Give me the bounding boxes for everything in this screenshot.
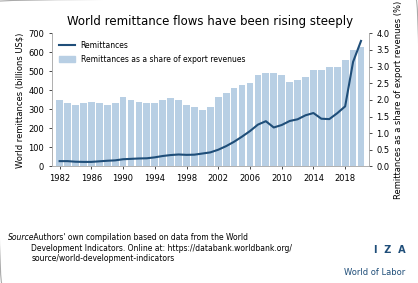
Bar [326, 67, 333, 166]
Bar [88, 102, 95, 166]
Bar [302, 77, 309, 166]
Bar [294, 80, 301, 166]
Text: Source:: Source: [8, 233, 38, 243]
Bar [135, 102, 142, 166]
Text: Authors' own compilation based on data from the World
Development Indicators. On: Authors' own compilation based on data f… [31, 233, 292, 263]
Bar [231, 88, 237, 166]
Bar [247, 83, 253, 166]
Bar [64, 103, 71, 166]
Bar [310, 70, 317, 166]
Bar [56, 100, 63, 166]
Bar [318, 70, 325, 166]
Y-axis label: World remittances (billions US$): World remittances (billions US$) [15, 32, 24, 168]
Bar [127, 100, 134, 166]
Bar [104, 105, 111, 166]
Bar [112, 103, 119, 166]
Bar [358, 47, 364, 166]
Bar [159, 100, 166, 166]
Bar [350, 50, 357, 166]
Bar [96, 103, 103, 166]
Bar [175, 100, 182, 166]
Bar [215, 97, 222, 166]
Bar [207, 107, 214, 166]
Y-axis label: Remittances as a share of export revenues (%): Remittances as a share of export revenue… [394, 1, 403, 199]
Bar [255, 75, 261, 166]
Bar [278, 75, 285, 166]
Bar [270, 73, 277, 166]
Bar [151, 103, 158, 166]
Bar [120, 97, 126, 166]
Bar [334, 67, 341, 166]
Legend: Remittances, Remittances as a share of export revenues: Remittances, Remittances as a share of e… [56, 37, 249, 67]
Text: World of Labor: World of Labor [344, 268, 405, 277]
Bar [167, 98, 174, 166]
Title: World remittance flows have been rising steeply: World remittance flows have been rising … [67, 15, 353, 28]
Bar [72, 105, 79, 166]
Bar [286, 82, 293, 166]
Bar [191, 107, 198, 166]
Bar [199, 110, 206, 166]
Bar [80, 103, 87, 166]
Bar [143, 103, 150, 166]
Text: I  Z  A: I Z A [374, 245, 405, 255]
Bar [239, 85, 245, 166]
Bar [223, 93, 229, 166]
Bar [342, 60, 349, 166]
Bar [183, 105, 190, 166]
Bar [263, 73, 269, 166]
